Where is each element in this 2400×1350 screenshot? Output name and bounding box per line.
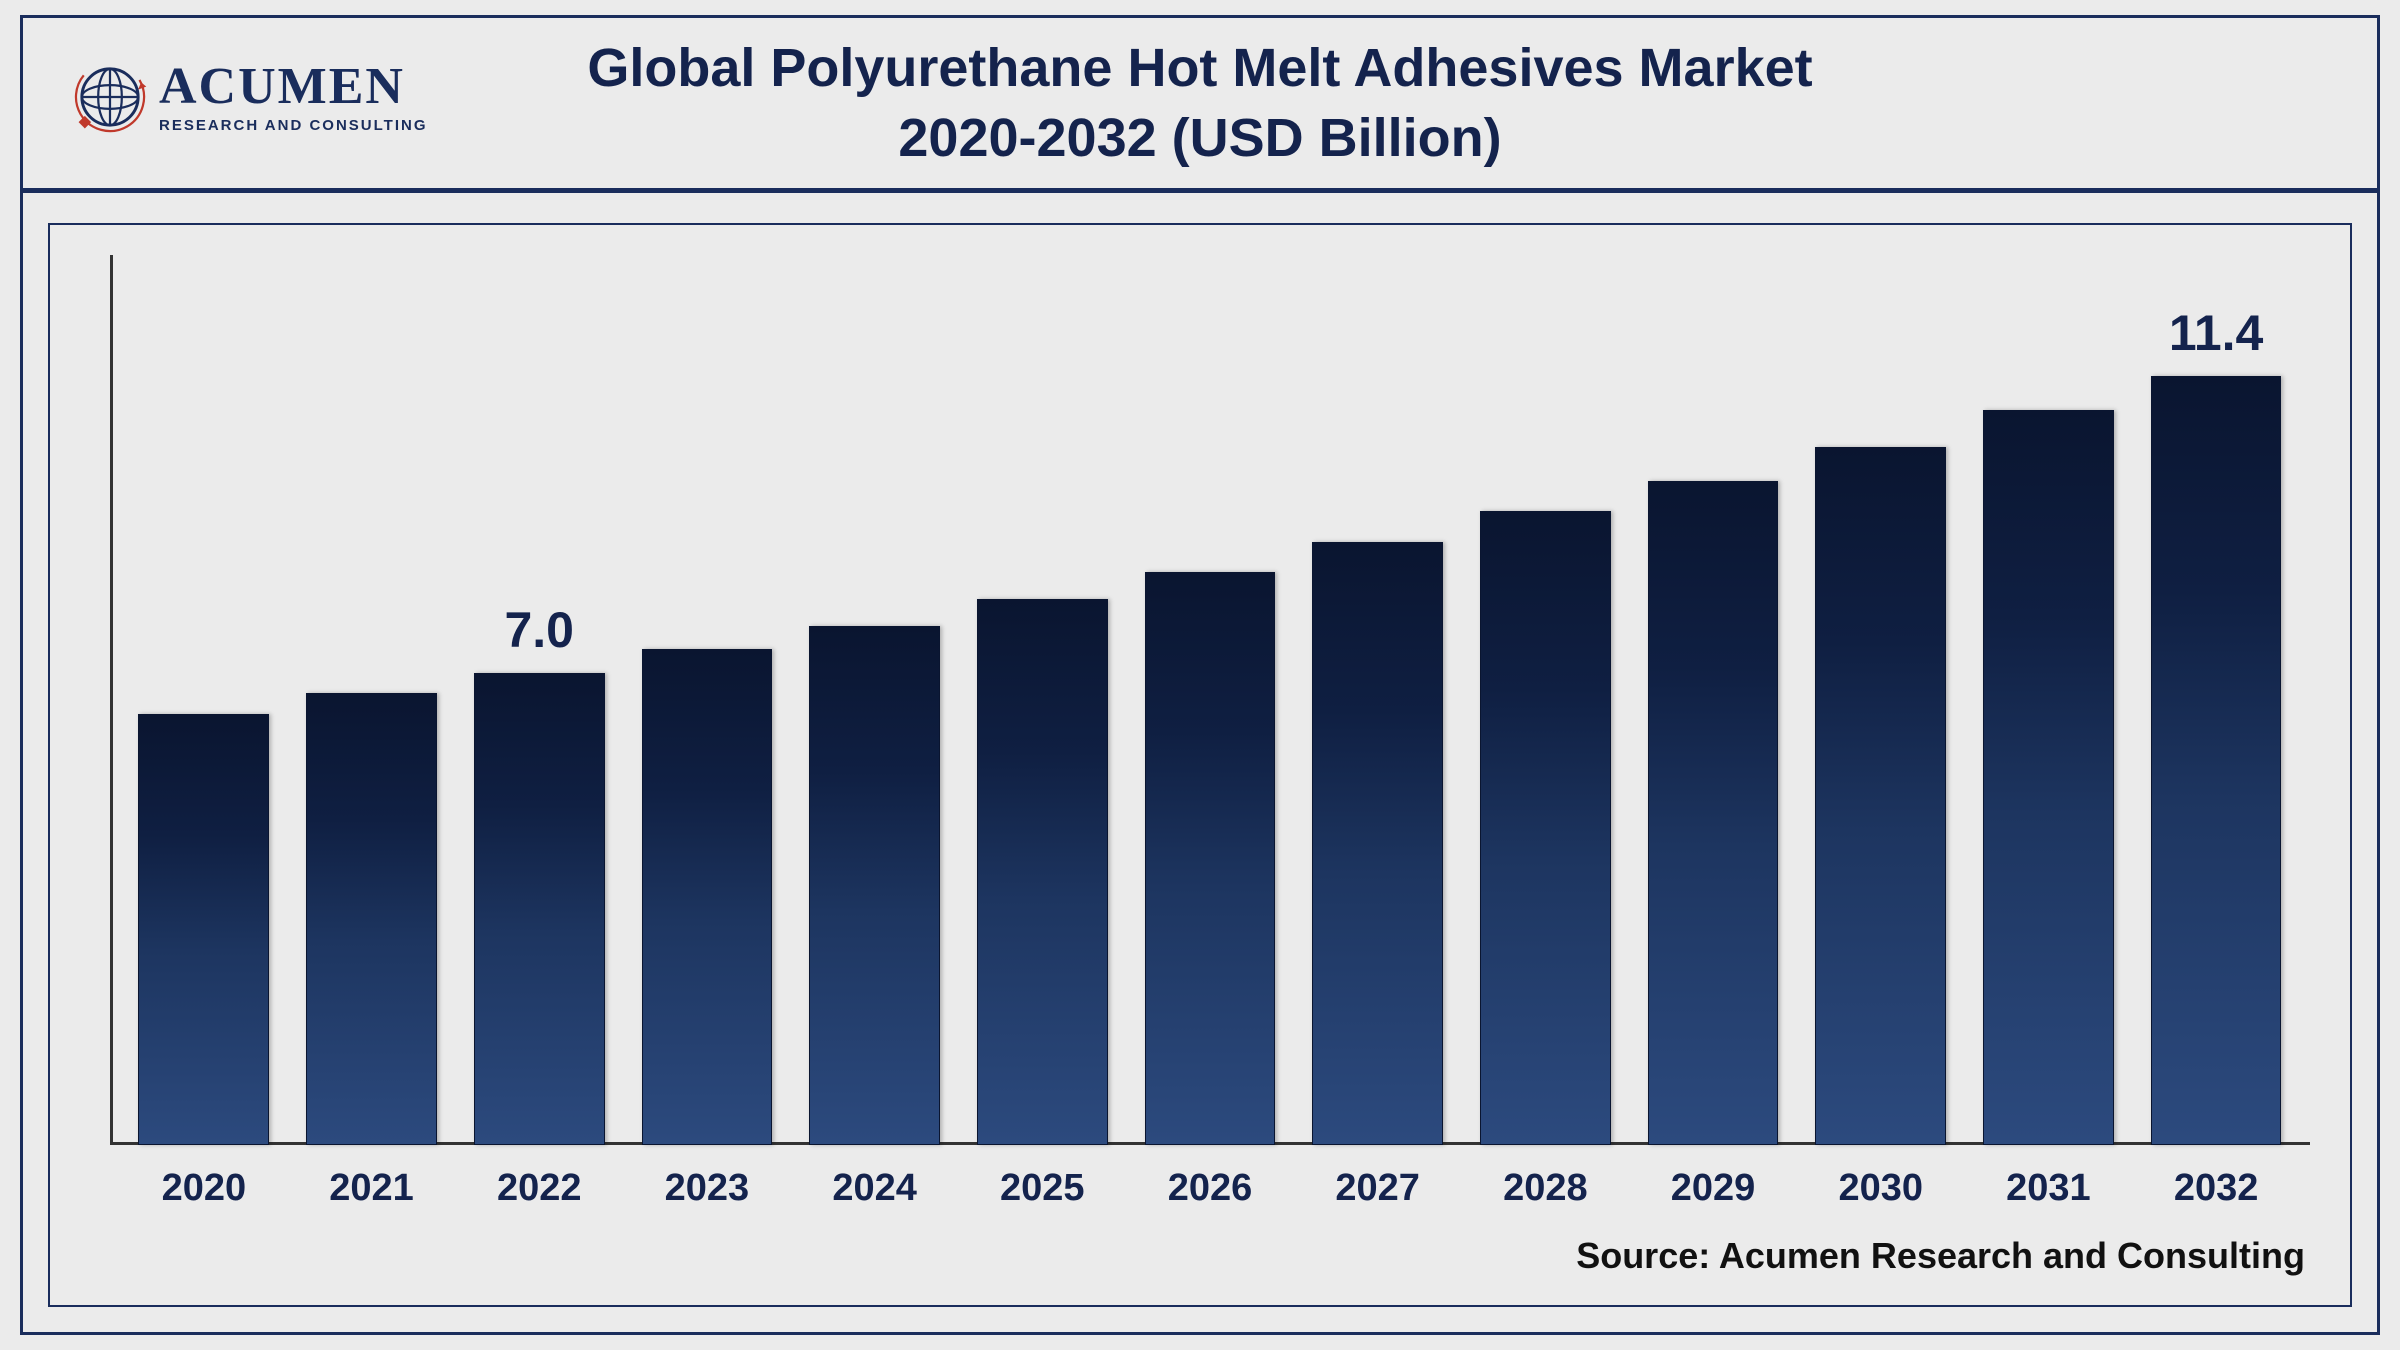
- chart-panel: 7.0 11.4 20202021202220232024202520262027…: [48, 223, 2352, 1307]
- bar-slot: [1126, 255, 1294, 1145]
- bar: [1648, 481, 1779, 1145]
- x-axis-label: 2031: [1965, 1167, 2133, 1210]
- bar-slot: [791, 255, 959, 1145]
- logo-main-text: ACUMEN: [159, 61, 428, 113]
- x-axis-label: 2023: [623, 1167, 791, 1210]
- x-axis-label: 2029: [1629, 1167, 1797, 1210]
- bar: [1983, 410, 2114, 1145]
- outer-frame: ACUMEN RESEARCH AND CONSULTING Global Po…: [20, 15, 2380, 1335]
- bar: [1145, 572, 1276, 1145]
- bar-slot: [288, 255, 456, 1145]
- bar-slot: [120, 255, 288, 1145]
- bar: [1815, 447, 1946, 1145]
- logo: ACUMEN RESEARCH AND CONSULTING: [73, 60, 428, 134]
- plot-area: 7.0 11.4: [110, 255, 2310, 1145]
- bar-slot: [1629, 255, 1797, 1145]
- x-axis-label: 2028: [1462, 1167, 1630, 1210]
- bar-slot: 7.0: [455, 255, 623, 1145]
- bar: [138, 714, 269, 1146]
- bar: [2151, 376, 2282, 1145]
- bar-slot: [623, 255, 791, 1145]
- logo-text: ACUMEN RESEARCH AND CONSULTING: [159, 61, 428, 134]
- bar-slot: [1965, 255, 2133, 1145]
- bar-value-label: 11.4: [2169, 304, 2264, 362]
- x-axis-label: 2022: [455, 1167, 623, 1210]
- bar: [306, 693, 437, 1145]
- title-line-1: Global Polyurethane Hot Melt Adhesives M…: [587, 33, 1812, 103]
- x-axis-label: 2024: [791, 1167, 959, 1210]
- title-line-2: 2020-2032 (USD Billion): [587, 103, 1812, 173]
- bar-slot: [1462, 255, 1630, 1145]
- x-axis-label: 2032: [2132, 1167, 2300, 1210]
- bar: [1312, 542, 1443, 1145]
- x-axis-label: 2020: [120, 1167, 288, 1210]
- bar-slot: [1294, 255, 1462, 1145]
- bar: [642, 649, 773, 1145]
- bars-row: 7.0 11.4: [110, 255, 2310, 1145]
- logo-sub-text: RESEARCH AND CONSULTING: [159, 117, 428, 134]
- bar: [474, 673, 605, 1145]
- bar-slot: [1797, 255, 1965, 1145]
- bar: [809, 626, 940, 1145]
- bar-slot: 11.4: [2132, 255, 2300, 1145]
- bar-value-label: 7.0: [504, 601, 574, 659]
- x-axis-label: 2021: [288, 1167, 456, 1210]
- x-axis-label: 2025: [958, 1167, 1126, 1210]
- x-axis-label: 2027: [1294, 1167, 1462, 1210]
- source-attribution: Source: Acumen Research and Consulting: [1576, 1235, 2305, 1277]
- bar: [977, 599, 1108, 1145]
- x-axis-label: 2030: [1797, 1167, 1965, 1210]
- chart-title: Global Polyurethane Hot Melt Adhesives M…: [587, 33, 1812, 173]
- x-axis-labels: 2020202120222023202420252026202720282029…: [110, 1167, 2310, 1210]
- bar: [1480, 511, 1611, 1145]
- x-axis-label: 2026: [1126, 1167, 1294, 1210]
- header-band: ACUMEN RESEARCH AND CONSULTING Global Po…: [23, 18, 2377, 193]
- globe-icon: [73, 60, 147, 134]
- bar-slot: [958, 255, 1126, 1145]
